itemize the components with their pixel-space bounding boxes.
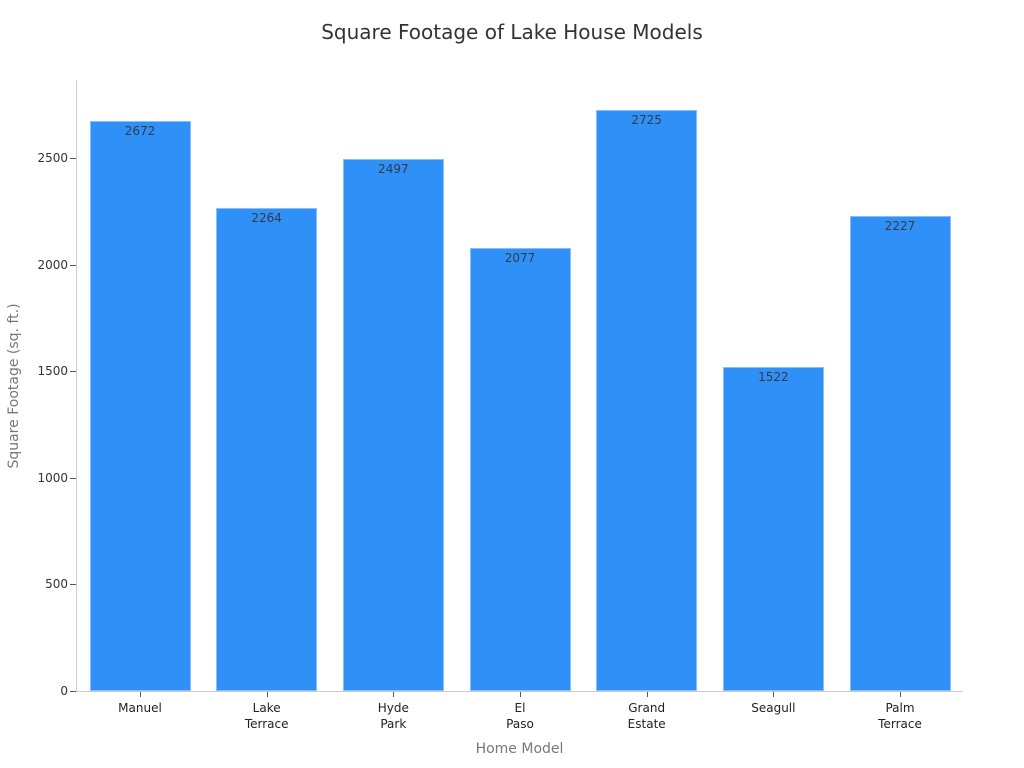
y-tick — [70, 691, 76, 692]
y-tick-label: 500 — [45, 577, 68, 592]
bar-value-label: 2497 — [378, 161, 409, 176]
bar[interactable] — [469, 248, 571, 691]
y-tick-label: 2500 — [37, 151, 68, 165]
y-tick — [70, 584, 76, 585]
chart-title: Square Footage of Lake House Models — [321, 20, 703, 44]
y-tick-label: 1500 — [37, 364, 68, 379]
x-tick — [647, 692, 648, 697]
x-tick-label: Grand Estate — [627, 701, 666, 731]
bar[interactable] — [849, 216, 951, 691]
bar[interactable] — [89, 121, 191, 691]
x-tick-label: Lake Terrace — [244, 701, 289, 731]
bar[interactable] — [216, 208, 318, 691]
x-tick-label: El Paso — [506, 701, 534, 731]
x-tick — [520, 692, 521, 697]
x-axis-label: Home Model — [475, 741, 564, 757]
y-tick — [70, 371, 76, 372]
bar-value-label: 2227 — [884, 219, 916, 234]
x-tick — [773, 692, 774, 697]
y-tick-label: 1000 — [37, 470, 68, 485]
bar[interactable] — [596, 110, 698, 691]
bar-value-label: 2077 — [504, 251, 536, 266]
y-tick — [70, 265, 76, 266]
bar-value-label: 1522 — [758, 369, 789, 384]
x-axis-line — [76, 691, 963, 692]
bar[interactable] — [722, 366, 824, 691]
y-tick-label: 2000 — [37, 257, 68, 272]
x-tick — [900, 692, 901, 697]
x-tick — [393, 692, 394, 697]
y-tick — [70, 158, 76, 159]
x-tick-label: Seagull — [751, 701, 796, 715]
y-tick — [70, 478, 76, 479]
x-tick-label: Hyde Park — [377, 701, 409, 731]
bar-value-label: 2725 — [631, 113, 662, 128]
x-tick-label: Manuel — [118, 701, 162, 715]
bar-value-label: 2672 — [124, 124, 156, 139]
x-tick-label: Palm Terrace — [878, 701, 922, 731]
x-tick — [140, 692, 141, 697]
y-tick-label: 0 — [60, 684, 68, 698]
bar[interactable] — [342, 158, 444, 691]
x-tick — [267, 692, 268, 697]
y-axis-line — [76, 80, 77, 692]
y-axis-label: Square Footage (sq. ft.) — [6, 303, 22, 469]
bar-value-label: 2264 — [251, 211, 282, 226]
